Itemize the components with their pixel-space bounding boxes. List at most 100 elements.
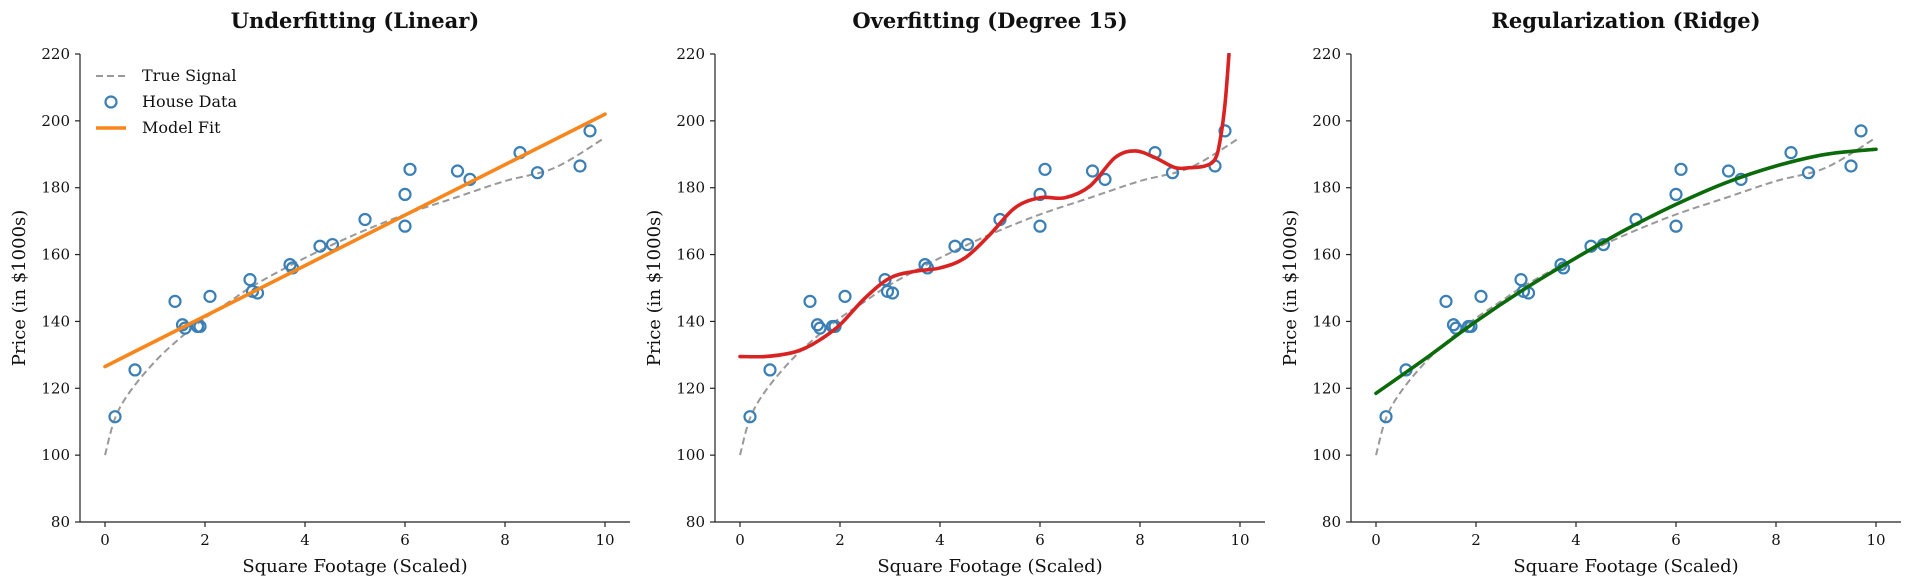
x-tick-label: 0 [100, 531, 110, 549]
y-tick-label: 180 [41, 179, 70, 197]
panel-1: Underfitting (Linear)8010012014016018020… [9, 8, 630, 577]
y-tick-label: 220 [676, 45, 705, 63]
y-tick-label: 140 [1312, 312, 1341, 330]
house-data-point [583, 124, 597, 138]
x-tick-label: 4 [1571, 531, 1581, 549]
x-tick-label: 2 [835, 531, 845, 549]
x-tick-label: 4 [300, 531, 310, 549]
house-data-point [1464, 319, 1478, 334]
y-tick-label: 200 [676, 112, 705, 130]
x-tick-label: 4 [935, 531, 945, 549]
y-tick-label: 120 [676, 379, 705, 397]
y-axis-label: Price (in $1000s) [1280, 210, 1301, 367]
y-tick-label: 120 [41, 379, 70, 397]
x-tick-label: 2 [1471, 531, 1481, 549]
x-tick-label: 10 [1230, 531, 1249, 549]
house-data-point [168, 294, 182, 308]
house-data-point [948, 239, 962, 253]
model-fit-line [738, 53, 1231, 359]
y-axis-label: Price (in $1000s) [644, 210, 665, 367]
true-signal-line [739, 136, 1241, 456]
house-data-point [1038, 162, 1052, 176]
y-tick-label: 120 [1312, 379, 1341, 397]
y-tick-label: 220 [41, 45, 70, 63]
x-tick-label: 6 [1035, 531, 1045, 549]
x-axis-label: Square Footage (Scaled) [877, 556, 1102, 577]
house-data-point [743, 410, 757, 424]
house-data-point [960, 237, 975, 252]
x-tick-label: 0 [1371, 531, 1381, 549]
y-tick-label: 160 [41, 246, 70, 264]
x-axis-label: Square Footage (Scaled) [1513, 556, 1738, 577]
panel-3: Regularization (Ridge)801001201401601802… [1280, 8, 1901, 577]
y-tick-label: 100 [1312, 446, 1341, 464]
house-data-point [838, 289, 852, 303]
house-data-point [1218, 124, 1232, 138]
x-tick-label: 8 [1135, 531, 1145, 549]
house-data-point [1085, 164, 1100, 178]
y-tick-label: 100 [676, 446, 705, 464]
y-tick-label: 80 [1322, 513, 1341, 531]
x-axis-label: Square Footage (Scaled) [242, 556, 467, 577]
legend-house-data-swatch [104, 95, 118, 109]
house-data-point [193, 319, 207, 334]
legend-model-fit-label: Model Fit [142, 118, 221, 137]
house-data-point [573, 159, 587, 173]
y-tick-label: 80 [51, 513, 70, 531]
house-data-point [813, 321, 827, 335]
house-data-point [203, 289, 217, 303]
x-tick-label: 8 [1771, 531, 1781, 549]
y-tick-label: 160 [676, 246, 705, 264]
house-data-point [1721, 164, 1736, 178]
x-tick-label: 6 [400, 531, 410, 549]
house-data-point [1449, 321, 1463, 335]
house-data-point [1674, 162, 1688, 176]
x-tick-label: 6 [1671, 531, 1681, 549]
house-data-point [1669, 187, 1683, 201]
house-data-point [398, 187, 412, 201]
house-data-point [1844, 159, 1858, 173]
true-signal-line [1375, 136, 1877, 456]
legend-house-data-label: House Data [142, 92, 237, 111]
model-fit-line [1374, 147, 1878, 396]
house-data-point [1098, 172, 1112, 186]
x-tick-label: 2 [200, 531, 210, 549]
y-tick-label: 140 [676, 312, 705, 330]
panel-title: Overfitting (Degree 15) [852, 8, 1127, 33]
house-data-point [1379, 410, 1393, 424]
house-data-point [1439, 294, 1453, 308]
house-data-point [763, 363, 777, 377]
panel-2: Overfitting (Degree 15)80100120140160180… [644, 8, 1265, 577]
house-data-point [1033, 219, 1047, 233]
y-tick-label: 220 [1312, 45, 1341, 63]
house-data-point [1669, 219, 1683, 233]
x-tick-label: 10 [1866, 531, 1885, 549]
house-data-point [1474, 289, 1488, 303]
house-data-point [243, 273, 257, 287]
y-tick-label: 80 [686, 513, 705, 531]
house-data-point [403, 162, 417, 176]
house-data-point [530, 166, 545, 180]
y-tick-label: 140 [41, 312, 70, 330]
y-tick-label: 160 [1312, 246, 1341, 264]
y-tick-label: 180 [1312, 179, 1341, 197]
house-data-point [358, 212, 372, 227]
panel-title: Underfitting (Linear) [231, 8, 480, 33]
y-axis-label: Price (in $1000s) [9, 210, 30, 367]
y-tick-label: 100 [41, 446, 70, 464]
house-data-point [803, 294, 817, 308]
house-data-point [313, 239, 327, 253]
house-data-point [398, 219, 412, 233]
house-data-point [450, 164, 465, 178]
y-tick-label: 200 [1312, 112, 1341, 130]
legend-true-signal-label: True Signal [142, 66, 236, 85]
house-data-point [1784, 146, 1798, 160]
x-tick-label: 8 [500, 531, 510, 549]
x-tick-label: 0 [735, 531, 745, 549]
house-data-point [1801, 166, 1816, 180]
y-tick-label: 200 [41, 112, 70, 130]
panel-title: Regularization (Ridge) [1491, 8, 1760, 33]
y-tick-label: 180 [676, 179, 705, 197]
true-signal-line [104, 136, 606, 456]
